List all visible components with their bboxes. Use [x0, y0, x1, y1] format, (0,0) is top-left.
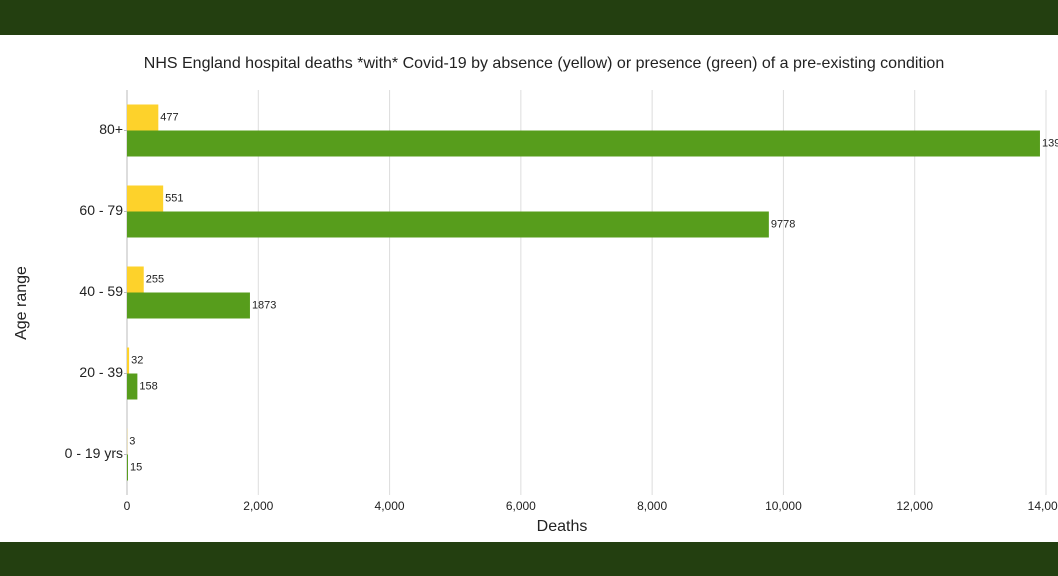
- x-tick-label: 2,000: [243, 499, 273, 513]
- y-tick-label: 40 - 59: [79, 283, 123, 299]
- x-tick-label: 14,000: [1028, 499, 1058, 513]
- y-axis-label: Age range: [13, 266, 30, 340]
- data-label: 477: [160, 111, 178, 123]
- x-tick-label: 12,000: [896, 499, 933, 513]
- bar: [127, 185, 164, 212]
- bar: [127, 373, 138, 400]
- bar: [127, 292, 250, 319]
- bar: [127, 211, 769, 238]
- bar: [127, 454, 128, 481]
- data-label: 158: [139, 380, 157, 392]
- data-label: 1873: [252, 299, 276, 311]
- top-band: [0, 0, 1058, 35]
- bar: [127, 266, 144, 293]
- y-tick-label: 20 - 39: [79, 364, 123, 380]
- x-tick-label: 8,000: [637, 499, 667, 513]
- bar: [127, 130, 1040, 157]
- data-label: 9778: [771, 218, 795, 230]
- data-label: 551: [165, 192, 183, 204]
- bottom-band: [0, 542, 1058, 576]
- data-label: 15: [130, 461, 142, 473]
- x-tick-label: 10,000: [765, 499, 802, 513]
- data-label: 3: [129, 435, 135, 447]
- y-tick-label: 80+: [99, 121, 123, 137]
- data-label: 32: [131, 354, 143, 366]
- x-tick-label: 4,000: [375, 499, 405, 513]
- bar: [127, 104, 159, 131]
- marks: [127, 104, 1040, 481]
- data-label: 13908: [1042, 137, 1058, 149]
- y-tick-label: 60 - 79: [79, 202, 123, 218]
- x-tick-label: 6,000: [506, 499, 536, 513]
- x-tick-label: 0: [124, 499, 131, 513]
- chart-title: NHS England hospital deaths *with* Covid…: [144, 55, 944, 72]
- x-axis-label: Deaths: [537, 518, 588, 535]
- bar: [127, 347, 130, 374]
- data-label: 255: [146, 273, 164, 285]
- y-tick-label: 0 - 19 yrs: [65, 445, 123, 461]
